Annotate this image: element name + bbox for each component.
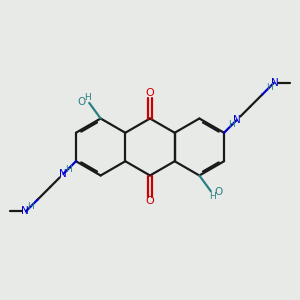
Text: O: O: [146, 88, 154, 98]
Text: H: H: [65, 165, 72, 174]
Text: H: H: [266, 82, 272, 92]
Text: N: N: [233, 116, 241, 125]
Text: H: H: [228, 120, 235, 129]
Text: N: N: [271, 78, 279, 88]
Text: H: H: [84, 93, 91, 102]
Text: N: N: [21, 206, 29, 216]
Text: O: O: [77, 97, 85, 107]
Text: N: N: [59, 169, 67, 178]
Text: H: H: [28, 202, 34, 211]
Text: O: O: [146, 196, 154, 206]
Text: O: O: [215, 187, 223, 197]
Text: H: H: [209, 192, 216, 201]
